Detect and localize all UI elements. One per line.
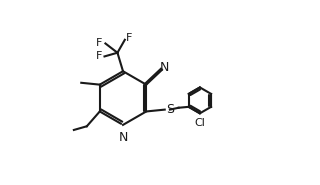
Text: N: N (118, 131, 128, 144)
Text: F: F (96, 51, 102, 61)
Text: F: F (96, 38, 103, 48)
Text: Cl: Cl (195, 119, 205, 129)
Text: S: S (166, 103, 174, 116)
Text: N: N (160, 61, 169, 74)
Text: F: F (126, 33, 132, 43)
